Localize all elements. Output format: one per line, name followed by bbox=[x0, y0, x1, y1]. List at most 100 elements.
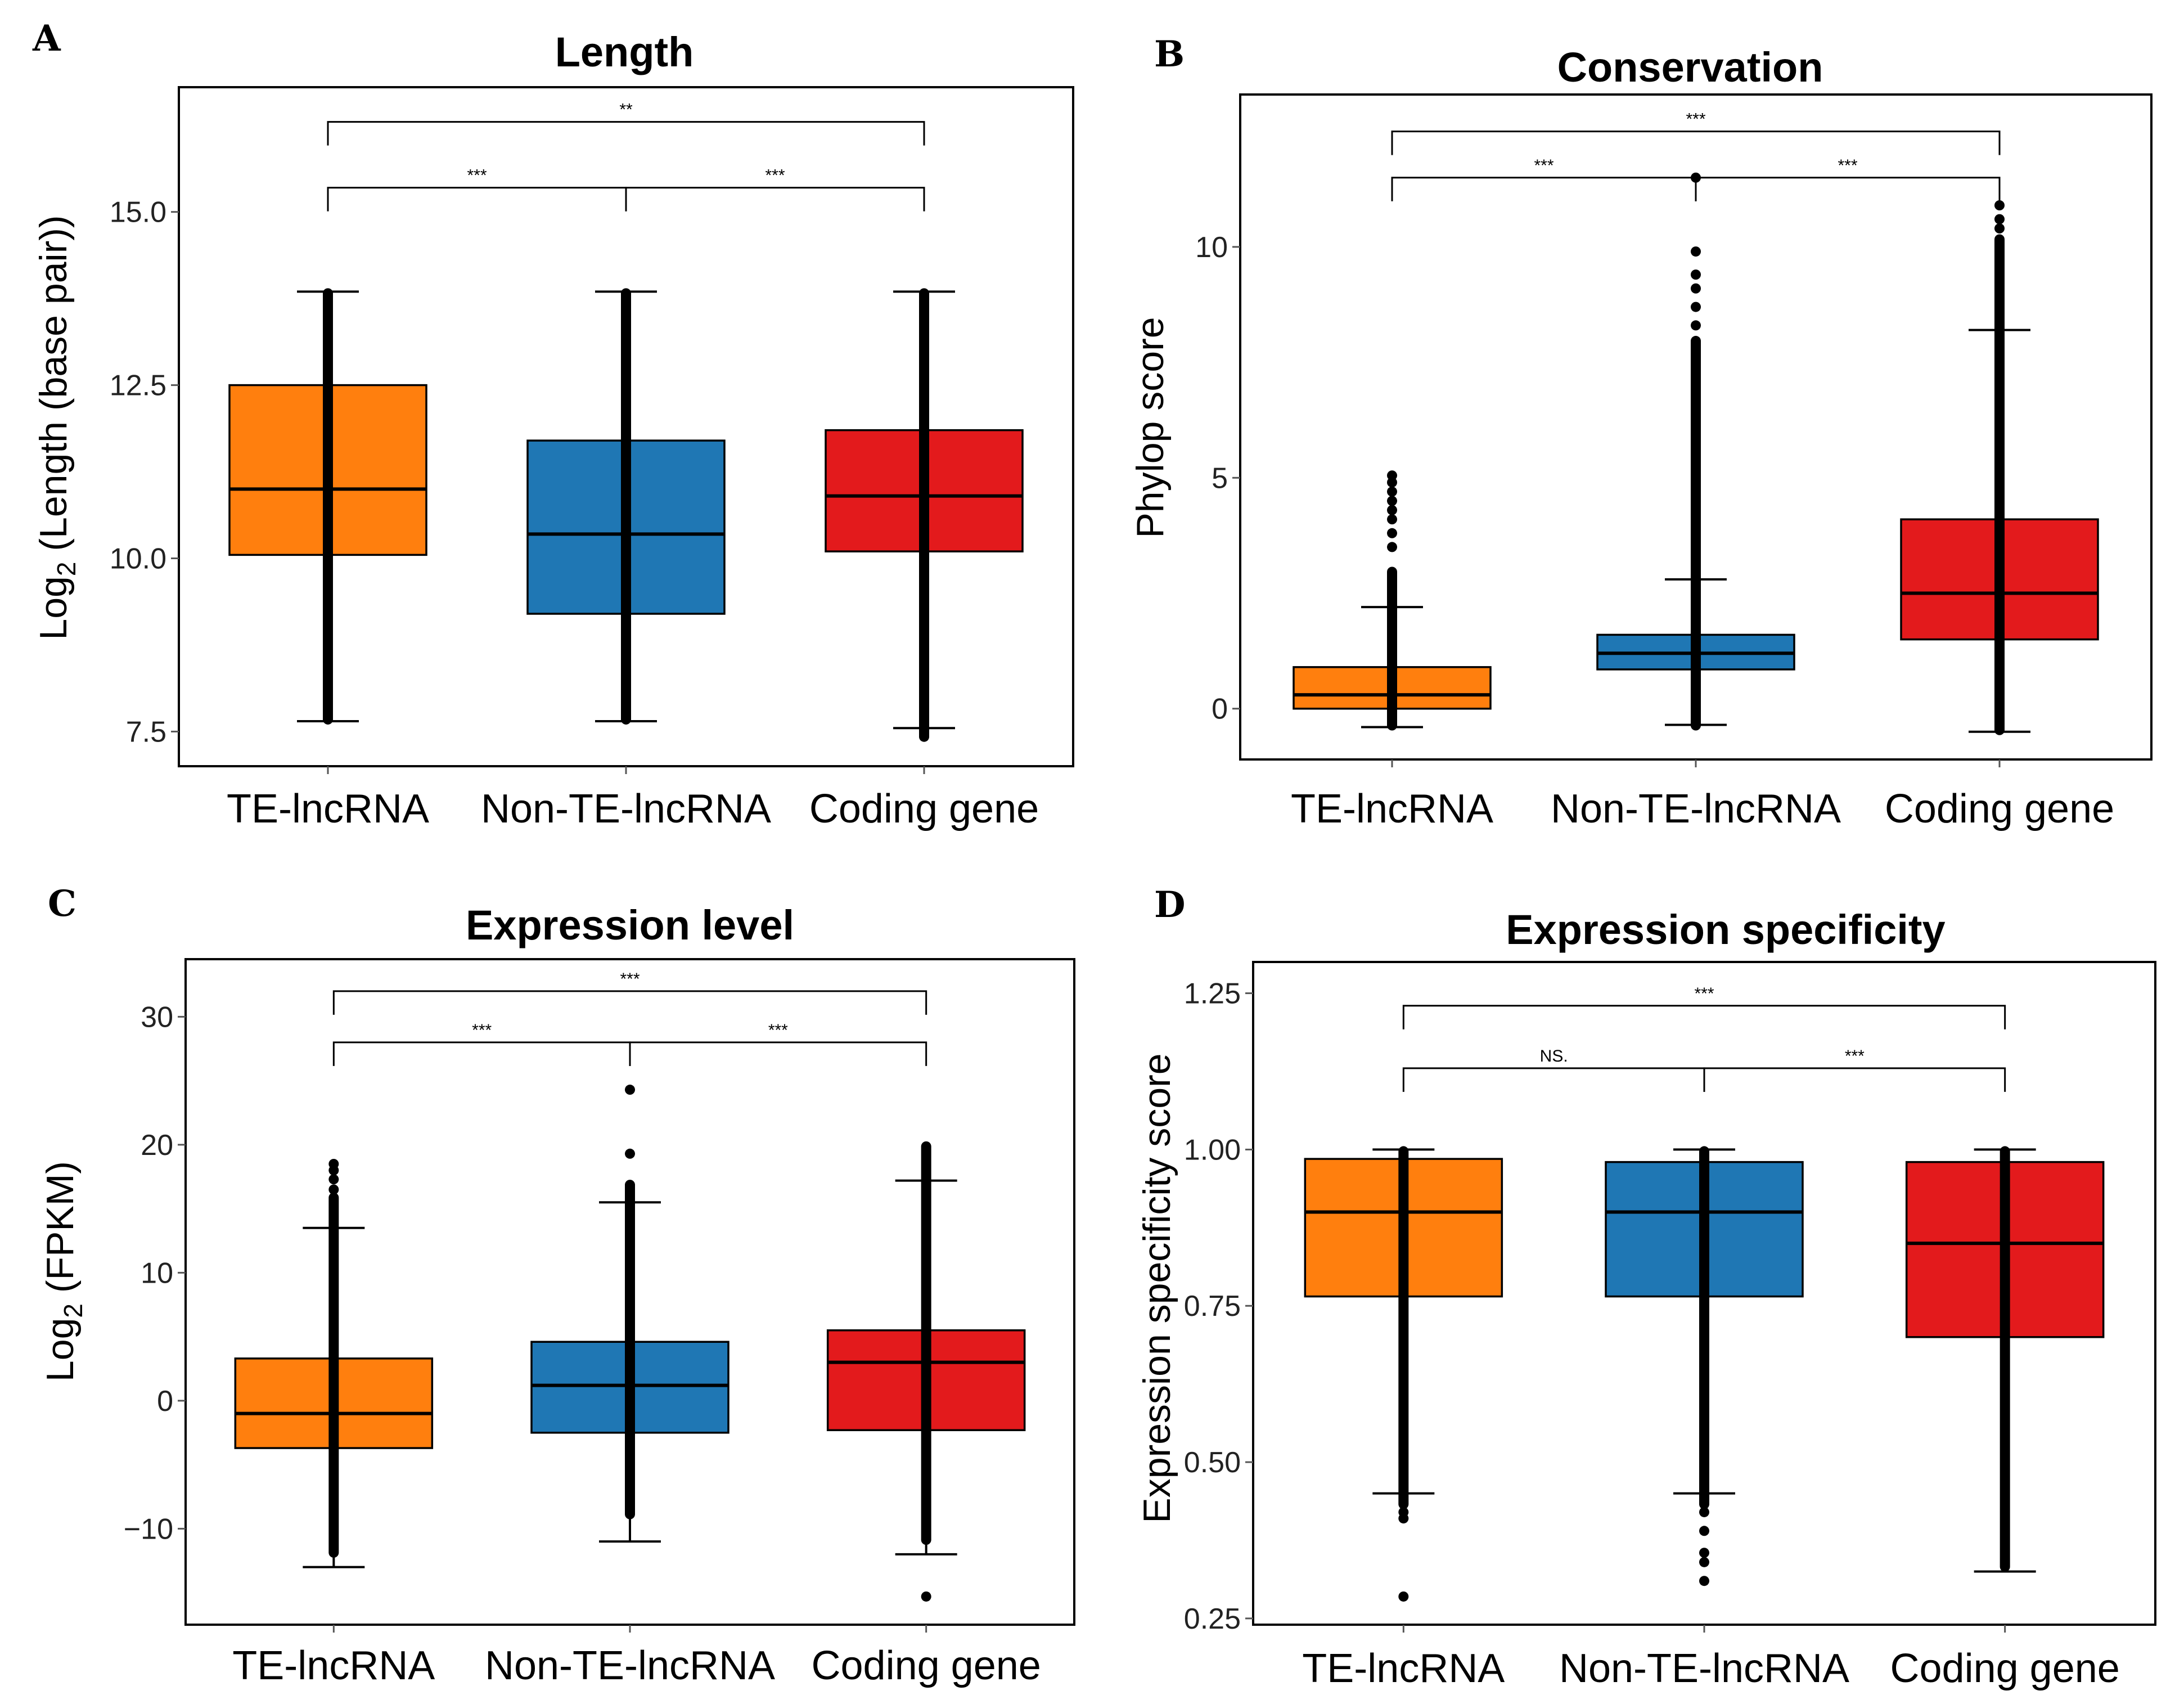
outlier-column bbox=[921, 1141, 931, 1545]
panel-a: A Length 7.5 10.0 12.5 15.0 Log2 (Length (base… bbox=[32, 17, 1074, 831]
outlier-point bbox=[328, 1159, 339, 1169]
y-tick-label: 10.0 bbox=[110, 543, 166, 576]
outlier-point bbox=[1387, 528, 1397, 538]
x-tick-label: Non-TE-lncRNA bbox=[481, 786, 771, 831]
y-tick-label: 15.0 bbox=[110, 196, 166, 229]
outlier-point bbox=[1387, 542, 1397, 552]
outlier-point bbox=[1387, 477, 1397, 488]
outlier-point bbox=[1387, 496, 1397, 506]
significance-bracket: NS. bbox=[1402, 1047, 1705, 1092]
outlier-column bbox=[625, 1180, 635, 1519]
outlier-point bbox=[921, 1591, 931, 1602]
panel-letter: B bbox=[1154, 33, 1185, 75]
outlier-point bbox=[625, 1148, 635, 1159]
significance-label: *** bbox=[1838, 156, 1857, 175]
x-tick-label: Non-TE-lncRNA bbox=[1559, 1646, 1849, 1691]
significance-label: *** bbox=[1534, 156, 1553, 175]
x-tick-label: TE-lncRNA bbox=[232, 1643, 435, 1688]
panel-letter: D bbox=[1154, 884, 1186, 926]
box-te-lncrna: TE-lncRNA bbox=[1302, 1146, 1505, 1691]
significance-label: *** bbox=[1845, 1047, 1865, 1065]
box-coding-gene: Coding gene bbox=[811, 1141, 1041, 1688]
outlier-point bbox=[1387, 505, 1397, 515]
significance-label: *** bbox=[472, 1021, 492, 1040]
outlier-column bbox=[919, 288, 929, 742]
y-tick-label: 7.5 bbox=[126, 716, 166, 748]
x-tick-label: Coding gene bbox=[809, 786, 1039, 831]
bracket-line bbox=[327, 121, 925, 146]
box-coding-gene: Coding gene bbox=[809, 288, 1039, 831]
significance-bracket: *** bbox=[1391, 156, 1697, 201]
significance-label: *** bbox=[1694, 984, 1714, 1003]
bracket-line bbox=[1391, 131, 2001, 155]
bracket-line bbox=[1391, 177, 1697, 201]
bracket-line bbox=[1402, 1005, 2006, 1029]
box-te-lncrna: TE-lncRNA bbox=[1291, 470, 1493, 831]
x-tick-label: TE-lncRNA bbox=[227, 786, 429, 831]
box-non-te-lncrna: Non-TE-lncRNA bbox=[485, 1085, 775, 1688]
outlier-point bbox=[1994, 223, 2005, 234]
x-tick-label: TE-lncRNA bbox=[1302, 1646, 1505, 1691]
box-coding-gene: Coding gene bbox=[1885, 200, 2114, 831]
x-tick-label: Non-TE-lncRNA bbox=[485, 1643, 775, 1688]
significance-bracket: ** bbox=[327, 101, 925, 146]
outlier-point bbox=[1398, 1591, 1409, 1602]
y-tick-label: 30 bbox=[141, 1001, 173, 1033]
significance-label: *** bbox=[620, 970, 640, 988]
outlier-point bbox=[1699, 1576, 1709, 1586]
outlier-column bbox=[621, 288, 631, 725]
bracket-line bbox=[327, 187, 627, 212]
significance-label: *** bbox=[1686, 110, 1705, 129]
panel-letter: C bbox=[48, 883, 76, 925]
significance-bracket: *** bbox=[1402, 984, 2006, 1029]
y-axis-label: Log2 (Length (base pair)) bbox=[32, 215, 81, 640]
significance-label: NS. bbox=[1540, 1047, 1568, 1065]
outlier-point bbox=[1387, 486, 1397, 497]
significance-bracket: *** bbox=[625, 167, 925, 212]
outlier-point bbox=[1699, 1548, 1709, 1558]
y-tick-label: 10 bbox=[141, 1257, 173, 1289]
y-tick-label: 0.75 bbox=[1184, 1290, 1241, 1323]
box-te-lncrna: TE-lncRNA bbox=[232, 1159, 435, 1688]
significance-label: *** bbox=[467, 167, 487, 185]
outlier-column bbox=[1699, 1146, 1709, 1509]
outlier-column bbox=[2000, 1146, 2010, 1572]
chart-title: Expression level bbox=[466, 902, 794, 948]
outlier-point bbox=[1691, 283, 1701, 294]
box-non-te-lncrna: Non-TE-lncRNA bbox=[1551, 172, 1841, 831]
y-tick-label: 20 bbox=[141, 1129, 173, 1162]
outlier-column bbox=[323, 288, 333, 725]
significance-bracket: *** bbox=[629, 1021, 927, 1066]
outlier-column bbox=[1398, 1146, 1409, 1509]
significance-bracket: *** bbox=[327, 167, 627, 212]
y-axis-label: Phylop score bbox=[1129, 317, 1172, 538]
significance-label: *** bbox=[768, 1021, 788, 1040]
y-tick-label: 0.50 bbox=[1184, 1446, 1241, 1479]
outlier-point bbox=[1994, 200, 2005, 210]
bracket-line bbox=[1703, 1067, 2006, 1092]
box-non-te-lncrna: Non-TE-lncRNA bbox=[481, 288, 771, 831]
chart-title: Length bbox=[555, 29, 694, 75]
outlier-point bbox=[1398, 1513, 1409, 1524]
outlier-point bbox=[1691, 302, 1701, 312]
panel-c: C Expression level −10 0 10 20 30 Log2 (FPKM) TE… bbox=[39, 883, 1075, 1688]
bracket-line bbox=[332, 1041, 631, 1066]
bracket-line bbox=[1695, 177, 2001, 201]
outlier-point bbox=[328, 1174, 339, 1185]
significance-bracket: *** bbox=[1391, 110, 2001, 155]
panel-b: B Conservation 0 5 10 Phylop score TE-lncRNA No… bbox=[1129, 33, 2153, 831]
y-tick-label: 0.25 bbox=[1184, 1603, 1241, 1635]
outlier-point bbox=[1699, 1526, 1709, 1536]
significance-bracket: *** bbox=[1703, 1047, 2006, 1092]
significance-bracket: *** bbox=[1695, 156, 2001, 201]
outlier-point bbox=[1691, 269, 1701, 280]
outlier-column bbox=[1691, 336, 1701, 731]
bracket-line bbox=[625, 187, 925, 212]
y-tick-label: 5 bbox=[1212, 462, 1228, 494]
outlier-column bbox=[1994, 234, 2005, 735]
chart-title: Conservation bbox=[1557, 44, 1823, 91]
y-tick-label: −10 bbox=[124, 1513, 173, 1545]
outlier-point bbox=[1699, 1557, 1709, 1567]
box-te-lncrna: TE-lncRNA bbox=[227, 288, 429, 831]
